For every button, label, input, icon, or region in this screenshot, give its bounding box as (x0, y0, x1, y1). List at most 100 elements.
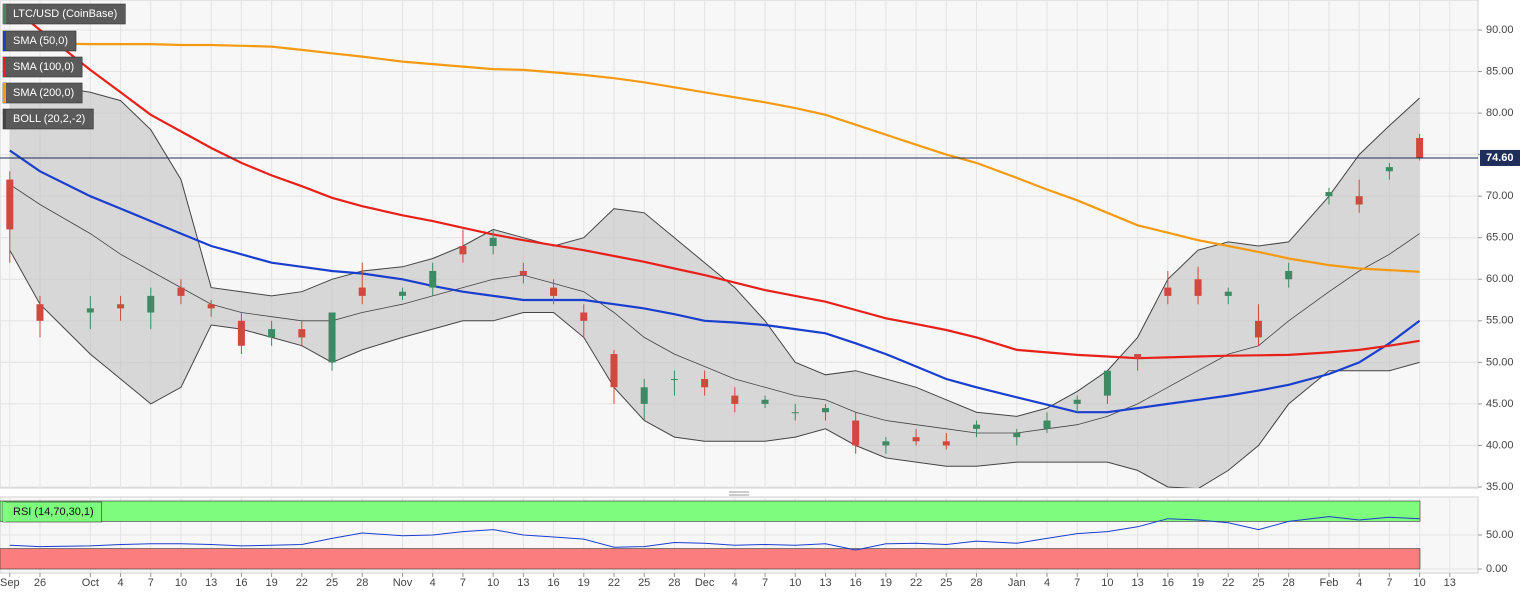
x-tick-label: 10 (175, 577, 187, 589)
x-tick-label: 22 (296, 577, 308, 589)
x-tick-label: 10 (1413, 577, 1425, 589)
x-tick-label: Oct (82, 577, 99, 589)
candle-body (670, 378, 678, 380)
candle-body (298, 329, 306, 338)
legend-swatch (3, 83, 6, 103)
y-tick-label: 65.00 (1486, 232, 1514, 244)
legend-label: BOLL (20,2,-2) (13, 113, 85, 125)
candle-body (1285, 270, 1293, 280)
sma-line (9, 4, 1420, 360)
legend-label: RSI (14,70,30,1) (13, 506, 94, 518)
candle-body (761, 399, 769, 404)
candle-body (1355, 196, 1363, 205)
candle-body (973, 424, 981, 429)
candle-body (1103, 370, 1111, 396)
x-tick-label: Nov (393, 577, 413, 589)
candle-body (701, 378, 709, 388)
candle-body (207, 304, 215, 309)
candle-body (1073, 399, 1081, 404)
x-tick-label: 13 (205, 577, 217, 589)
y-tick-label: 85.00 (1486, 65, 1514, 77)
x-tick-label: 22 (1222, 577, 1234, 589)
y-tick-label: 55.00 (1486, 315, 1514, 327)
x-tick-label: 25 (940, 577, 952, 589)
candle-body (328, 312, 336, 363)
bollinger-band (9, 84, 1420, 488)
x-tick-label: 7 (1386, 577, 1392, 589)
x-tick-label: 16 (850, 577, 862, 589)
x-tick-label: 13 (517, 577, 529, 589)
candle-body (147, 295, 155, 313)
candle-body (399, 291, 407, 296)
candle-body (429, 270, 437, 288)
x-tick-label: 16 (1162, 577, 1174, 589)
candle-body (1194, 279, 1202, 296)
legend-swatch (3, 502, 6, 522)
candle-body (1254, 320, 1262, 338)
candle-body (1013, 432, 1021, 438)
x-tick-label: 13 (819, 577, 831, 589)
x-tick-label: 10 (789, 577, 801, 589)
legend-label: SMA (50,0) (13, 35, 68, 47)
x-tick-label: 4 (1044, 577, 1050, 589)
x-tick-label: 19 (265, 577, 277, 589)
candle-body (1043, 420, 1051, 429)
x-tick-label: 4 (732, 577, 738, 589)
candle-body (882, 441, 890, 446)
legend-label: LTC/USD (CoinBase) (13, 8, 117, 20)
x-tick-label: 4 (1356, 577, 1362, 589)
candle-body (1385, 167, 1393, 172)
x-tick-label: 13 (1132, 577, 1144, 589)
x-tick-label: 10 (487, 577, 499, 589)
x-tick-label: 26 (34, 577, 46, 589)
x-tick-label: 7 (460, 577, 466, 589)
bollinger-upper (9, 83, 1420, 417)
candle-body (942, 441, 950, 446)
candle-body (489, 237, 497, 247)
y-tick-label: 0.00 (1486, 563, 1507, 575)
candle-body (1134, 354, 1142, 359)
candle-body (610, 354, 618, 388)
candle-body (6, 179, 14, 230)
candle-body (580, 312, 588, 321)
candle-body (1325, 192, 1333, 197)
candle-body (36, 304, 44, 321)
candle-body (1416, 138, 1424, 158)
bollinger-middle (9, 184, 1420, 434)
candle-body (731, 395, 739, 404)
candle-body (358, 287, 366, 296)
last-price-label: 74.60 (1486, 152, 1514, 164)
x-tick-label: 28 (356, 577, 368, 589)
rsi-band (0, 548, 1421, 570)
x-tick-label: 22 (910, 577, 922, 589)
x-tick-label: 28 (970, 577, 982, 589)
y-tick-label: 40.00 (1486, 439, 1514, 451)
x-tick-label: 22 (608, 577, 620, 589)
x-tick-label: 13 (1444, 577, 1456, 589)
x-tick-label: 19 (1192, 577, 1204, 589)
x-tick-label: 25 (1252, 577, 1264, 589)
candle-body (459, 246, 467, 255)
candle-body (1224, 291, 1232, 296)
x-tick-label: 28 (668, 577, 680, 589)
candle-body (237, 320, 245, 346)
candle-body (519, 270, 527, 276)
x-tick-label: 16 (547, 577, 559, 589)
sma-line (9, 42, 1420, 273)
candle-body (791, 412, 799, 414)
candle-body (1164, 287, 1172, 296)
x-tick-label: Sep (0, 577, 20, 589)
candle-body (852, 420, 860, 446)
x-tick-label: 4 (430, 577, 436, 589)
rsi-line (9, 516, 1420, 551)
last-price-box (1480, 149, 1520, 166)
legend-swatch (3, 31, 6, 51)
y-tick-label: 35.00 (1486, 481, 1514, 493)
x-tick-label: 7 (148, 577, 154, 589)
legend-swatch (3, 109, 6, 129)
legend-label: SMA (200,0) (13, 87, 74, 99)
x-tick-label: 25 (638, 577, 650, 589)
legend-swatch (3, 57, 6, 77)
x-tick-label: 7 (1074, 577, 1080, 589)
